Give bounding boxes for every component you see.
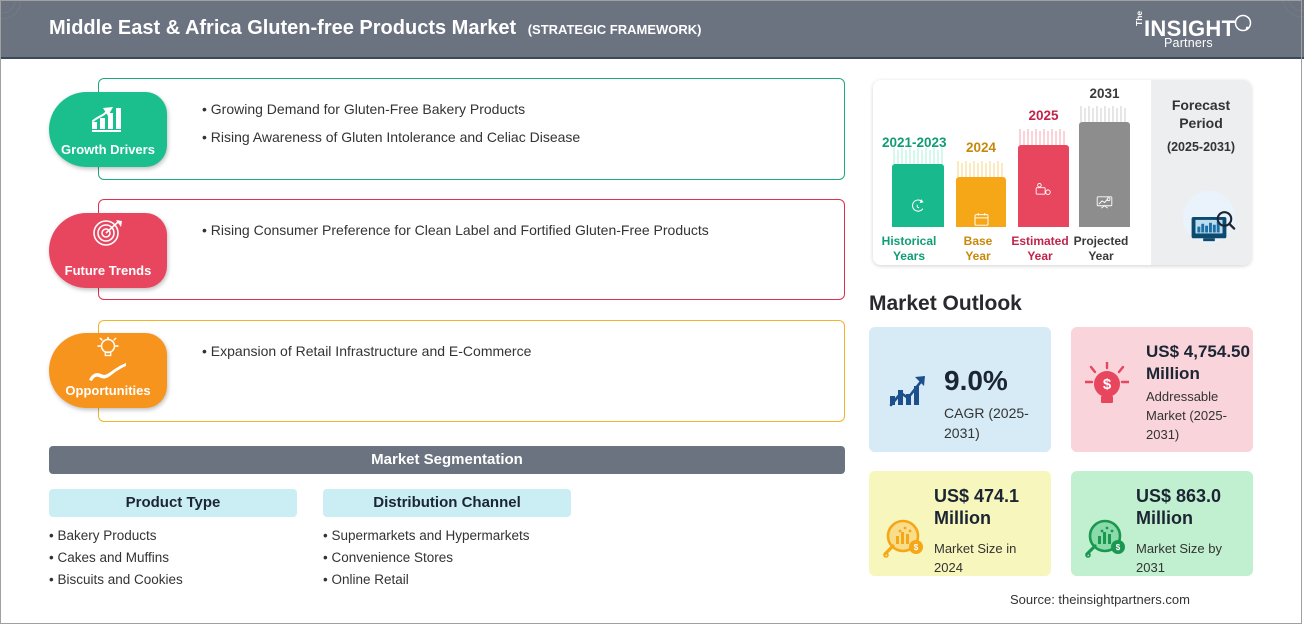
svg-text:$: $ bbox=[914, 543, 919, 552]
svg-text:$: $ bbox=[1103, 376, 1112, 393]
svg-text:$: $ bbox=[1116, 543, 1121, 552]
